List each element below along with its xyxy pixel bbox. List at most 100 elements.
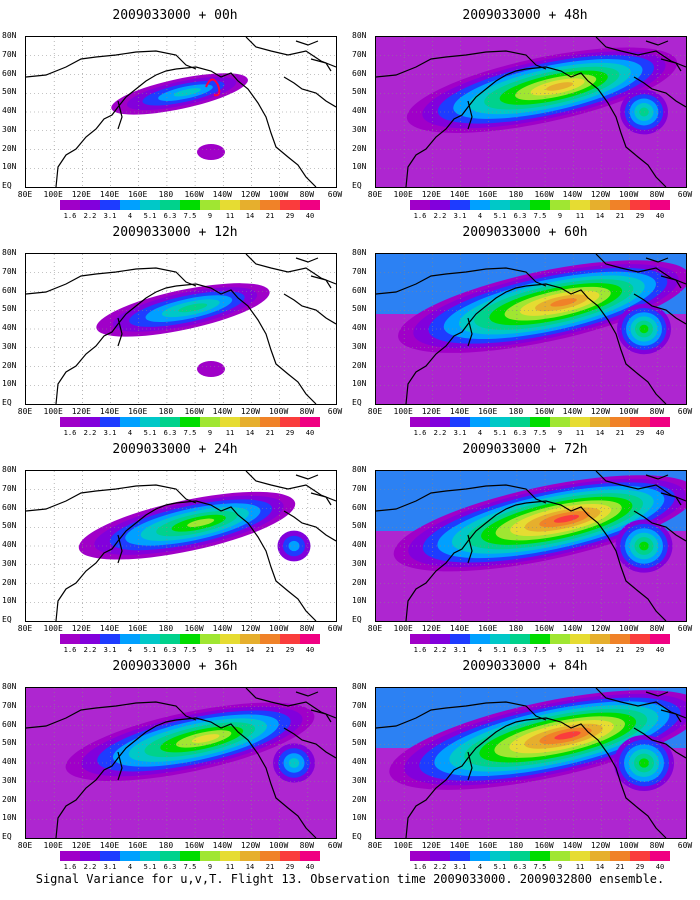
longitude-label: 60W — [327, 841, 343, 850]
latitude-label: 50N — [352, 304, 367, 314]
coastline — [283, 727, 336, 759]
longitude-label: 140E — [449, 407, 470, 416]
longitude-label: 180 — [158, 624, 174, 633]
colorbar-label: 9 — [207, 863, 213, 871]
variance-map — [375, 687, 687, 839]
panel-title: 2009033000 + 72h — [462, 442, 588, 457]
colorbar-label: 6.3 — [163, 212, 177, 220]
colorbar-label: 6.3 — [513, 863, 527, 871]
colorbar — [410, 851, 670, 861]
colorbar-label: 14 — [245, 646, 255, 654]
colorbar-swatch — [200, 851, 220, 861]
panel-title: 2009033000 + 00h — [112, 8, 238, 23]
colorbar-swatch — [300, 200, 320, 210]
colorbar-swatch — [140, 634, 160, 644]
colorbar-swatch — [60, 634, 80, 644]
colorbar-swatch — [430, 200, 450, 210]
longitude-label: 160E — [478, 190, 498, 199]
longitude-label: 80E — [367, 190, 383, 199]
longitude-label: 120E — [71, 190, 91, 199]
longitude-label: 100W — [268, 190, 289, 199]
colorbar-label: 1.6 — [63, 212, 77, 220]
colorbar-label: 9 — [557, 212, 563, 220]
colorbar-label: 7.5 — [533, 212, 547, 220]
latitude-label: 50N — [2, 304, 17, 314]
colorbar-swatch — [180, 851, 200, 861]
colorbar-label: 14 — [245, 429, 255, 437]
longitude-label: 140W — [562, 841, 582, 850]
colorbar-label: 6.3 — [163, 646, 177, 654]
variance-field — [26, 471, 336, 621]
coastline — [467, 534, 473, 564]
colorbar-swatch — [470, 634, 490, 644]
latitude-label: EQ — [352, 615, 362, 624]
coastline — [26, 267, 197, 295]
colorbar-label: 11 — [575, 646, 585, 654]
colorbar-swatch — [240, 851, 260, 861]
colorbar-swatch — [550, 200, 570, 210]
colorbar-swatch — [550, 851, 570, 861]
longitude-label: 120W — [240, 841, 261, 850]
latitude-label: 70N — [2, 266, 17, 276]
longitude-label: 120W — [240, 407, 261, 416]
forecast-panel: 2009033000 + 36h 80N 70N 60N 50N 40N 30N 20N 10N… — [2, 659, 345, 871]
colorbar-swatch — [220, 634, 240, 644]
variance-field — [26, 37, 336, 187]
longitude-label: 160W — [534, 190, 554, 199]
latitude-label: 40N — [2, 757, 17, 766]
panel-title: 2009033000 + 48h — [462, 8, 588, 23]
coastline — [55, 719, 177, 838]
latitude-label: 60N — [2, 719, 17, 729]
longitude-label: 80W — [649, 624, 665, 633]
forecast-panel: 2009033000 + 24h 80N 70N 60N 50N 40N 30N 20N 10N… — [2, 442, 345, 654]
colorbar-label: 14 — [595, 646, 605, 654]
colorbar-swatch — [630, 634, 650, 644]
longitude-label: 180 — [508, 624, 524, 633]
colorbar-swatch — [120, 634, 140, 644]
colorbar-label: 21 — [265, 863, 275, 871]
latitude-label: 40N — [352, 323, 367, 332]
coastline — [295, 474, 332, 506]
longitude-label: 100E — [43, 407, 63, 416]
latitude-label: 50N — [352, 521, 367, 531]
colorbar-swatch — [510, 634, 530, 644]
colorbar-label: 1.6 — [63, 429, 77, 437]
longitude-label: 120E — [421, 190, 441, 199]
colorbar-label: 21 — [615, 212, 625, 220]
latitude-label: 20N — [2, 577, 17, 587]
variance-map — [25, 253, 337, 405]
colorbar-swatch — [410, 200, 430, 210]
latitude-label: 10N — [352, 162, 367, 172]
colorbar-swatch — [280, 200, 300, 210]
colorbar-swatch — [610, 417, 630, 427]
latitude-label: 80N — [352, 248, 367, 257]
latitude-label: 10N — [352, 596, 367, 606]
colorbar-swatch — [60, 200, 80, 210]
colorbar-swatch — [410, 851, 430, 861]
colorbar-swatch — [180, 200, 200, 210]
colorbar-swatch — [470, 417, 490, 427]
colorbar-label: 29 — [285, 212, 295, 220]
longitude-label: 80W — [299, 841, 315, 850]
colorbar — [60, 417, 320, 427]
longitude-label: 100E — [43, 624, 63, 633]
colorbar-label: 40 — [305, 863, 315, 871]
longitude-label: 100W — [268, 407, 289, 416]
colorbar-swatch — [650, 634, 670, 644]
colorbar-label: 14 — [595, 212, 605, 220]
colorbar-label: 4 — [127, 429, 133, 437]
colorbar-swatch — [120, 200, 140, 210]
coastline — [117, 100, 123, 130]
colorbar-label: 1.6 — [63, 646, 77, 654]
colorbar-swatch — [510, 851, 530, 861]
latitude-label: 60N — [352, 719, 367, 729]
longitude-label: 180 — [508, 190, 524, 199]
colorbar-label: 3.1 — [453, 429, 467, 437]
latitude-label: 50N — [2, 521, 17, 531]
colorbar-swatch — [490, 634, 510, 644]
colorbar-swatch — [590, 200, 610, 210]
coastline — [283, 293, 336, 325]
colorbar-label: 1.6 — [413, 212, 427, 220]
colorbar-swatch — [260, 417, 280, 427]
coastline — [405, 502, 527, 621]
